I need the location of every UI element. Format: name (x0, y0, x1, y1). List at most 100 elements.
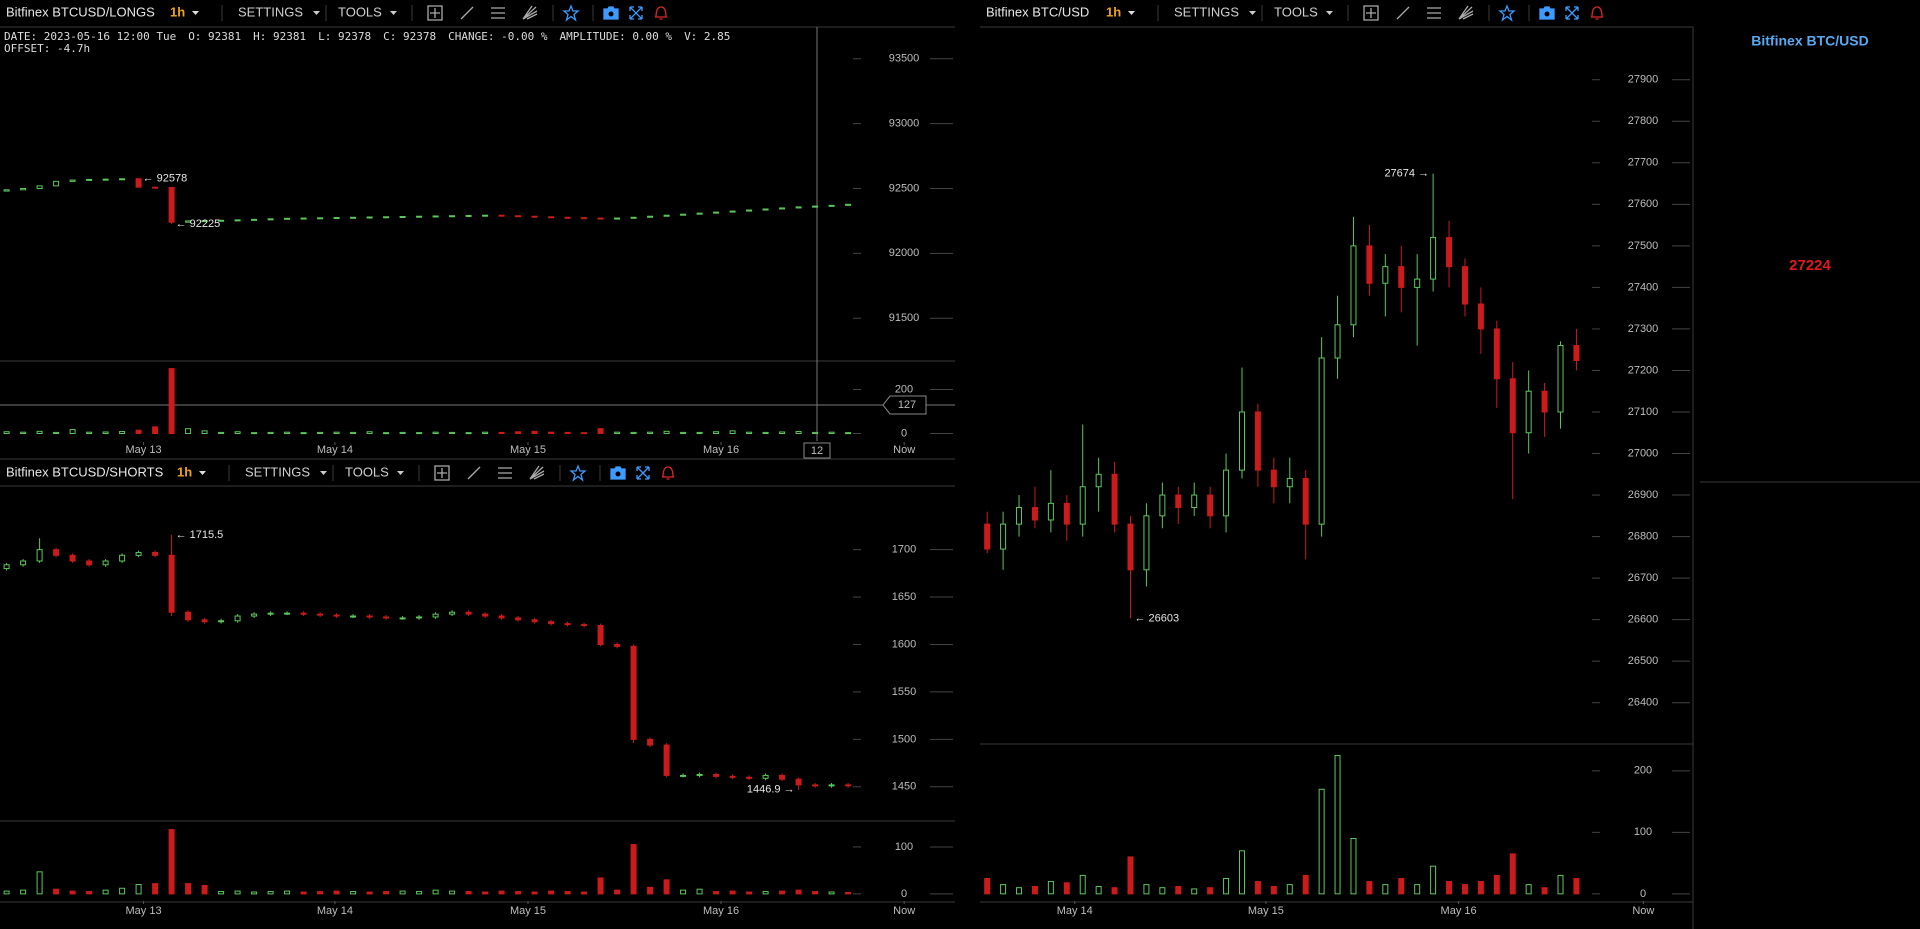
candle-body (300, 612, 307, 615)
tools-menu[interactable]: TOOLS (338, 4, 382, 19)
pitchfork-tool[interactable] (529, 465, 545, 480)
volume-bar (828, 431, 835, 435)
volume-bar (812, 431, 819, 435)
settings-menu[interactable]: SETTINGS (238, 4, 303, 19)
volume-bar (449, 431, 456, 435)
candle-body (449, 611, 456, 615)
dropdown-caret (397, 471, 404, 475)
candle-body (36, 185, 43, 189)
price-annotation: ← 92578 (143, 172, 188, 184)
volume-bar (350, 891, 357, 895)
volume-bar (317, 891, 324, 895)
line-tool[interactable] (467, 466, 481, 480)
line-tool[interactable] (1396, 6, 1410, 20)
volume-bar (1238, 850, 1245, 895)
volume-bar (69, 429, 76, 435)
y-tick-label: 27500 (1628, 240, 1659, 252)
candle-body (86, 560, 93, 566)
candle-body (1318, 357, 1325, 525)
volume-bar (1000, 884, 1007, 895)
pitchfork-tool[interactable] (522, 5, 538, 20)
candle-body (267, 218, 274, 221)
alert-button[interactable] (1591, 6, 1603, 20)
favorite-button[interactable] (1498, 4, 1516, 22)
volume-bar (1191, 888, 1198, 895)
symbol-name[interactable]: Bitfinex BTCUSD/SHORTS (6, 464, 164, 479)
candle-body (1143, 515, 1150, 571)
alert-button[interactable] (662, 466, 674, 480)
fullscreen-button[interactable] (1565, 6, 1579, 20)
x-tick-label: May 13 (126, 905, 162, 917)
candle-body (680, 213, 687, 216)
volume-bar (1095, 885, 1102, 895)
info-amplitude: AMPLITUDE: 0.00 % (559, 30, 672, 43)
volume-bar (597, 428, 604, 435)
candle-body (647, 215, 654, 218)
tools-menu[interactable]: TOOLS (1274, 4, 1318, 19)
y-tick-label: 27000 (1628, 447, 1659, 459)
volume-bar (152, 883, 159, 895)
candle-body (614, 217, 621, 220)
volume-bar (647, 431, 654, 435)
volume-bar (498, 890, 505, 895)
x-tick-label: Now (893, 444, 915, 456)
volume-bar (69, 890, 76, 895)
crosshair-tool[interactable] (427, 5, 443, 21)
candle-body (1366, 245, 1373, 284)
volume-bar (1557, 874, 1564, 895)
dropdown-caret (1128, 11, 1135, 15)
interval-button[interactable]: 1h (177, 464, 192, 479)
info-high: H: 92381 (253, 30, 306, 43)
sidebar-last-price: 27224 (1789, 257, 1831, 274)
candle-body (1127, 523, 1134, 571)
volume-bar (713, 431, 720, 435)
price-annotation: ← 26603 (1135, 612, 1180, 624)
volume-bar (333, 890, 340, 895)
volume-bar (1350, 837, 1357, 895)
candle-body (86, 178, 93, 181)
volume-bar (300, 891, 307, 895)
volume-tick-label: 0 (1640, 888, 1646, 900)
horizontal-lines-tool[interactable] (498, 467, 512, 479)
volume-bar (1398, 877, 1405, 895)
volume-tick-label: 100 (895, 841, 913, 853)
fullscreen-button[interactable] (629, 6, 643, 20)
candle-body (333, 614, 340, 617)
favorite-button[interactable] (569, 464, 587, 482)
settings-menu[interactable]: SETTINGS (1174, 4, 1239, 19)
symbol-name[interactable]: Bitfinex BTCUSD/LONGS (6, 4, 155, 19)
candle-body (465, 214, 472, 217)
settings-menu[interactable]: SETTINGS (245, 464, 310, 479)
pitchfork-tool[interactable] (1458, 5, 1474, 20)
crosshair-tool[interactable] (434, 465, 450, 481)
volume-bar (548, 431, 555, 435)
volume-bar (1382, 884, 1389, 895)
candle-body (795, 206, 802, 209)
volume-bar (779, 431, 786, 435)
volume-bar (267, 431, 274, 435)
symbol-name[interactable]: Bitfinex BTC/USD (986, 4, 1089, 19)
fullscreen-button[interactable] (636, 466, 650, 480)
crosshair-tool[interactable] (1363, 5, 1379, 21)
favorite-button[interactable] (562, 4, 580, 22)
candle-body (1047, 502, 1054, 521)
snapshot-lens (608, 11, 614, 17)
candle-body (581, 624, 588, 627)
candle-body (597, 625, 604, 645)
horizontal-lines-tool[interactable] (1427, 7, 1441, 19)
horizontal-lines-tool[interactable] (491, 7, 505, 19)
volume-bar (482, 431, 489, 435)
volume-bar (696, 888, 703, 895)
candle-body (383, 216, 390, 219)
interval-button[interactable]: 1h (170, 4, 185, 19)
volume-bar (1143, 884, 1150, 895)
volume-bar (102, 431, 109, 435)
candle-body (1302, 477, 1309, 525)
volume-bar (86, 891, 93, 895)
alert-button[interactable] (655, 6, 667, 20)
interval-button[interactable]: 1h (1106, 4, 1121, 19)
line-tool[interactable] (460, 6, 474, 20)
tools-menu[interactable]: TOOLS (345, 464, 389, 479)
y-tick-label: 26800 (1628, 530, 1659, 542)
volume-bar (1254, 881, 1261, 895)
